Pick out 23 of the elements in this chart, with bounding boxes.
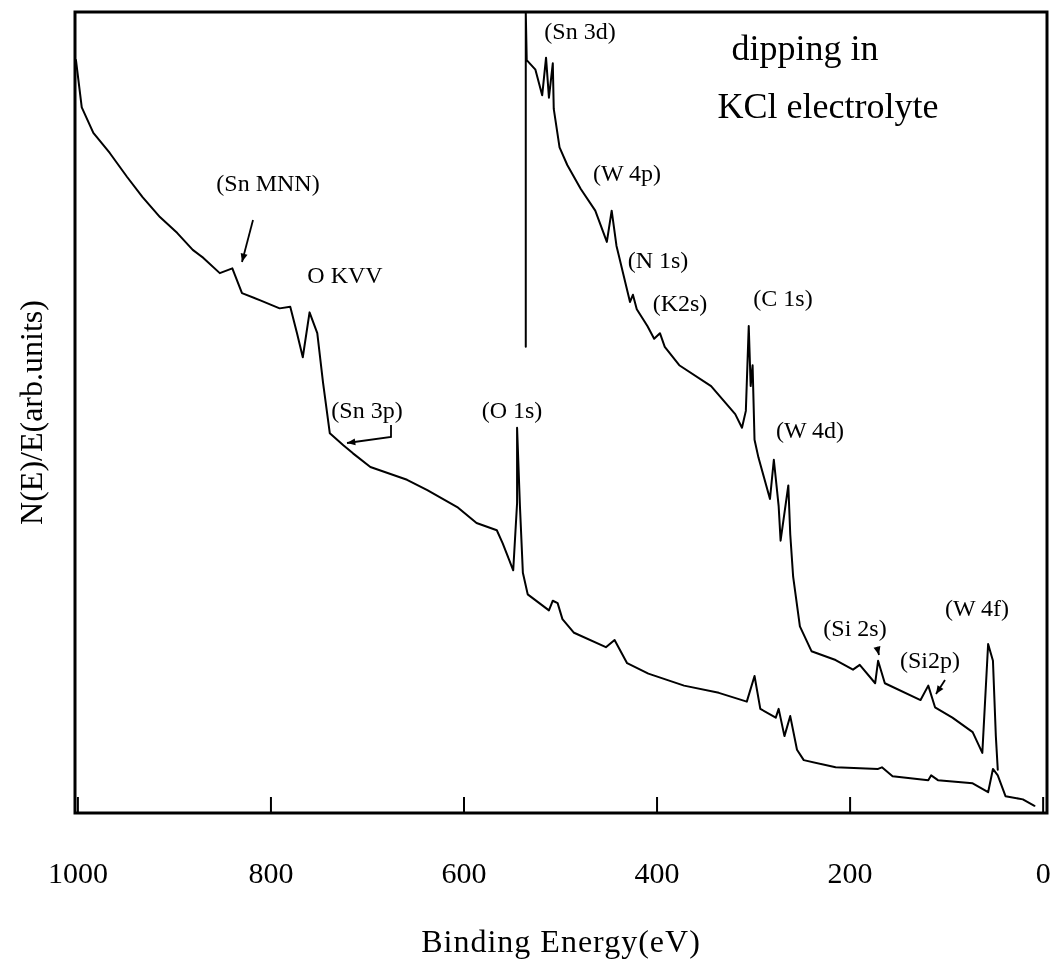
annotation: (W 4p) bbox=[592, 159, 662, 186]
x-tick-label: 200 bbox=[827, 856, 873, 889]
annotation: (Si2p) bbox=[900, 646, 960, 673]
annotation: (W 4f) bbox=[944, 594, 1010, 621]
annotation: (Si 2s) bbox=[823, 614, 887, 641]
annotation: KCl electrolyte bbox=[717, 86, 939, 127]
annotation: (Sn MNN) bbox=[216, 169, 320, 196]
annotation: O KVV bbox=[307, 261, 384, 288]
y-axis-title: N(E)/E(arb.units) bbox=[13, 300, 49, 525]
annotation: (Sn 3d) bbox=[544, 17, 616, 44]
annotation: (O 1s) bbox=[481, 396, 543, 423]
annotation: (K2s) bbox=[652, 289, 708, 316]
annotation: (N 1s) bbox=[627, 246, 689, 273]
x-tick-label: 600 bbox=[441, 856, 487, 889]
x-tick-label: 800 bbox=[248, 856, 294, 889]
annotation: (C 1s) bbox=[753, 284, 813, 311]
annotation: (W 4d) bbox=[775, 416, 845, 443]
x-tick-label: 0 bbox=[1035, 856, 1051, 889]
annotation: (Sn 3p) bbox=[331, 396, 403, 423]
x-tick-label: 1000 bbox=[47, 856, 108, 889]
x-axis-title: Binding Energy(eV) bbox=[421, 923, 701, 959]
annotation: dipping in bbox=[731, 28, 879, 69]
x-tick-label: 400 bbox=[634, 856, 680, 889]
